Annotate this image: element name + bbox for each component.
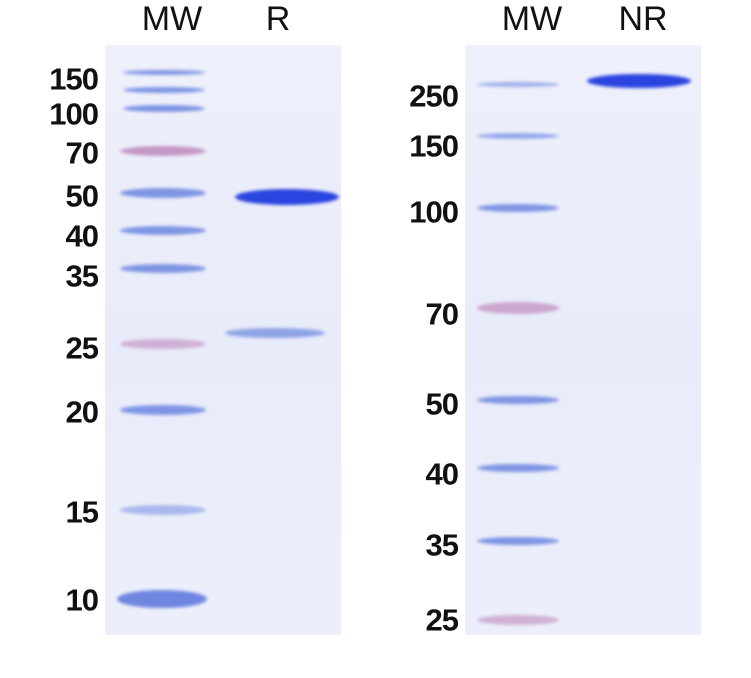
- mw-label: 25: [425, 602, 459, 638]
- marker-band: [477, 204, 559, 212]
- mw-label: 20: [65, 394, 99, 430]
- mw-label: 100: [49, 96, 99, 132]
- marker-band: [477, 615, 559, 625]
- marker-band: [477, 396, 559, 404]
- mw-label: 70: [425, 296, 459, 332]
- mw-label: 100: [409, 194, 459, 230]
- marker-band: [120, 264, 206, 273]
- lane-label-mw-right: MW: [501, 0, 563, 38]
- marker-band: [120, 505, 206, 515]
- marker-band: [120, 188, 206, 198]
- mw-label: 40: [65, 218, 99, 254]
- marker-band: [123, 87, 205, 93]
- lane-label-nr: NR: [618, 0, 668, 38]
- mw-label: 50: [425, 386, 459, 422]
- gel-right: [465, 45, 701, 635]
- marker-band: [120, 226, 206, 235]
- mw-label: 35: [65, 258, 99, 294]
- marker-band: [120, 405, 206, 415]
- marker-band: [123, 105, 205, 112]
- lane-label-mw-left: MW: [141, 0, 203, 38]
- marker-band: [477, 302, 559, 314]
- mw-label: 35: [425, 527, 459, 563]
- lane-label-r: R: [265, 0, 291, 38]
- sample-band: [587, 74, 691, 88]
- mw-label: 50: [65, 178, 99, 214]
- marker-band: [477, 537, 559, 545]
- sample-band-light: [225, 328, 325, 338]
- mw-label: 150: [409, 128, 459, 164]
- marker-band: [477, 464, 559, 472]
- mw-label: 10: [65, 582, 99, 618]
- mw-label: 25: [65, 330, 99, 366]
- mw-label: 40: [425, 456, 459, 492]
- mw-label: 250: [409, 78, 459, 114]
- marker-band: [117, 590, 207, 608]
- marker-band: [477, 82, 559, 87]
- marker-band: [477, 133, 559, 139]
- sample-band-heavy: [235, 189, 339, 205]
- mw-label: 15: [65, 494, 99, 530]
- gel-left: [105, 45, 341, 635]
- mw-label: 70: [65, 135, 99, 171]
- marker-band: [120, 339, 206, 349]
- marker-band: [123, 70, 205, 75]
- mw-label: 150: [49, 61, 99, 97]
- marker-band: [120, 146, 206, 156]
